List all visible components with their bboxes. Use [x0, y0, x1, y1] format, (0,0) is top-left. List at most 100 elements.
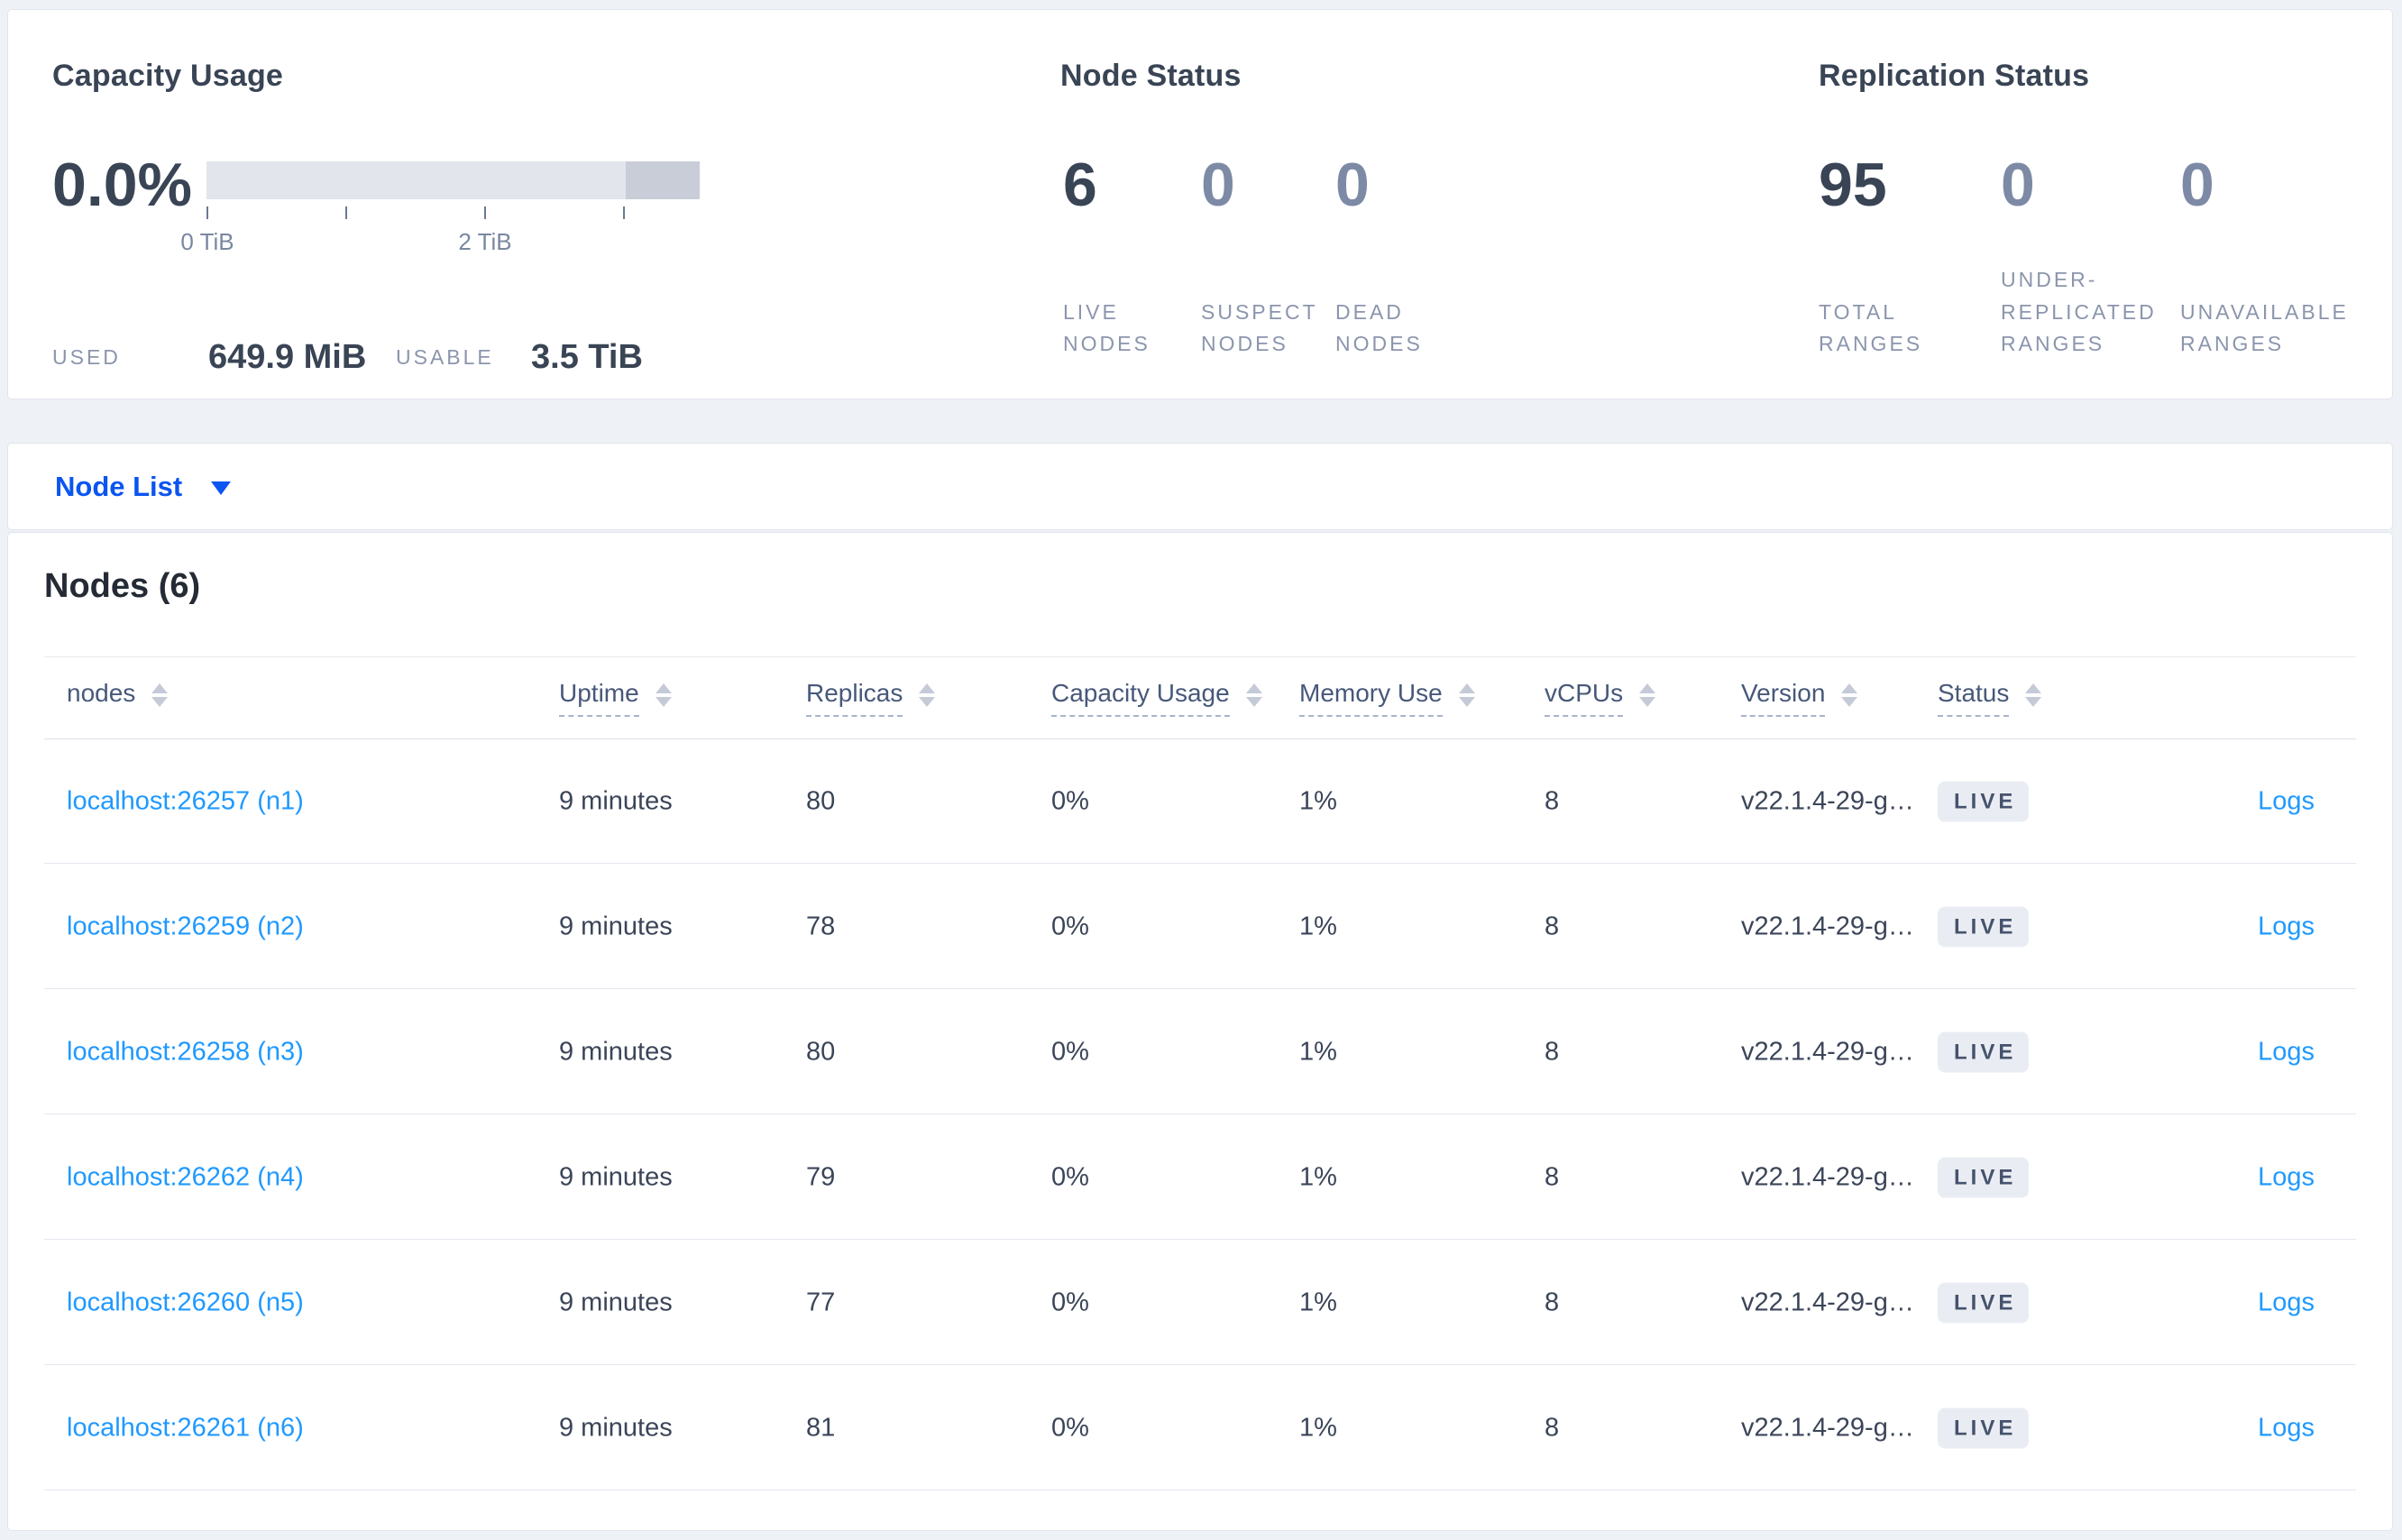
version-cell: v22.1.4-29-g…: [1741, 1162, 1914, 1191]
column-header-vcpus[interactable]: vCPUs: [1545, 678, 1656, 717]
node-link[interactable]: localhost:26258 (n3): [67, 1037, 304, 1066]
replicas-cell: 77: [806, 1288, 836, 1316]
uptime-cell: 9 minutes: [559, 1288, 673, 1316]
suspect-nodes-label: SUSPECT NODES: [1201, 299, 1318, 356]
version-cell: v22.1.4-29-g…: [1741, 1413, 1914, 1442]
total-ranges-label: TOTAL RANGES: [1819, 299, 1923, 356]
replication-status-title: Replication Status: [1819, 59, 2090, 93]
capacity-used-percent: 0.0%: [52, 151, 192, 219]
title-divider: [44, 656, 2356, 657]
capacity-cell: 0%: [1051, 1037, 1089, 1066]
version-cell: v22.1.4-29-g…: [1741, 786, 1914, 815]
vcpus-cell: 8: [1545, 1162, 1560, 1191]
memory-cell: 1%: [1299, 1037, 1337, 1066]
capacity-usage-title: Capacity Usage: [52, 59, 284, 93]
logs-link[interactable]: Logs: [2258, 912, 2315, 940]
column-header-memory-use[interactable]: Memory Use: [1299, 678, 1475, 717]
table-row: localhost:26262 (n4) 9 minutes 79 0% 1% …: [8, 1114, 2392, 1240]
capacity-cell: 0%: [1051, 912, 1089, 940]
node-link[interactable]: localhost:26259 (n2): [67, 912, 304, 940]
sort-icon: [1458, 683, 1475, 707]
version-cell: v22.1.4-29-g…: [1741, 912, 1914, 940]
view-selector-dropdown[interactable]: Node List: [55, 470, 232, 503]
capacity-axis-label-0: 0 TiB: [180, 228, 234, 255]
capacity-cell: 0%: [1051, 1288, 1089, 1316]
sort-icon: [151, 683, 169, 707]
cluster-summary-panel: Capacity Usage 0.0% 0 TiB 2 TiB USED 649…: [7, 9, 2393, 399]
logs-link[interactable]: Logs: [2258, 1413, 2315, 1442]
header-divider: [44, 738, 2356, 739]
view-selector-label: Node List: [55, 470, 183, 502]
status-badge: LIVE: [1938, 906, 2030, 947]
memory-cell: 1%: [1299, 1288, 1337, 1316]
sort-icon: [1245, 683, 1262, 707]
vcpus-cell: 8: [1545, 1037, 1560, 1066]
table-row: localhost:26257 (n1) 9 minutes 80 0% 1% …: [8, 738, 2392, 864]
table-row: localhost:26260 (n5) 9 minutes 77 0% 1% …: [8, 1240, 2392, 1365]
row-divider: [44, 988, 2356, 989]
vcpus-cell: 8: [1545, 912, 1560, 940]
unavailable-ranges-label: UNAVAILABLE RANGES: [2180, 299, 2349, 356]
uptime-cell: 9 minutes: [559, 786, 673, 815]
replicas-cell: 78: [806, 912, 836, 940]
replicas-cell: 79: [806, 1162, 836, 1191]
live-nodes-value: 6: [1063, 151, 1097, 219]
uptime-cell: 9 minutes: [559, 1037, 673, 1066]
dead-nodes-value: 0: [1335, 151, 1370, 219]
sort-icon: [655, 683, 672, 707]
node-link[interactable]: localhost:26260 (n5): [67, 1288, 304, 1316]
vcpus-cell: 8: [1545, 1288, 1560, 1316]
vcpus-cell: 8: [1545, 1413, 1560, 1442]
status-badge: LIVE: [1938, 781, 2030, 821]
replicas-cell: 80: [806, 1037, 836, 1066]
column-header-replicas[interactable]: Replicas: [806, 678, 936, 717]
nodes-table-panel: Nodes (6) nodes Uptime Replicas Capacity…: [7, 532, 2393, 1531]
logs-link[interactable]: Logs: [2258, 786, 2315, 815]
column-header-capacity-usage[interactable]: Capacity Usage: [1051, 678, 1262, 717]
table-row: localhost:26259 (n2) 9 minutes 78 0% 1% …: [8, 864, 2392, 989]
replicas-cell: 80: [806, 786, 836, 815]
suspect-nodes-value: 0: [1201, 151, 1235, 219]
sort-icon: [919, 683, 936, 707]
under-replicated-ranges-value: 0: [2001, 151, 2035, 219]
capacity-usable-value: 3.5 TiB: [531, 338, 643, 376]
node-link[interactable]: localhost:26261 (n6): [67, 1413, 304, 1442]
column-header-uptime[interactable]: Uptime: [559, 678, 672, 717]
memory-cell: 1%: [1299, 786, 1337, 815]
logs-link[interactable]: Logs: [2258, 1162, 2315, 1191]
logs-link[interactable]: Logs: [2258, 1288, 2315, 1316]
nodes-table-header: nodes Uptime Replicas Capacity Usage Mem…: [8, 656, 2392, 738]
unavailable-ranges-value: 0: [2180, 151, 2214, 219]
status-badge: LIVE: [1938, 1031, 2030, 1072]
capacity-detail-row: USED 649.9 MiB USABLE 3.5 TiB: [8, 323, 820, 377]
logs-link[interactable]: Logs: [2258, 1037, 2315, 1066]
column-header-status[interactable]: Status: [1938, 678, 2042, 717]
live-nodes-label: LIVE NODES: [1063, 299, 1151, 356]
table-row: localhost:26258 (n3) 9 minutes 80 0% 1% …: [8, 989, 2392, 1114]
dead-nodes-label: DEAD NODES: [1335, 299, 1423, 356]
memory-cell: 1%: [1299, 912, 1337, 940]
column-header-version[interactable]: Version: [1741, 678, 1858, 717]
column-header-nodes[interactable]: nodes: [67, 678, 169, 717]
uptime-cell: 9 minutes: [559, 912, 673, 940]
status-badge: LIVE: [1938, 1157, 2030, 1197]
replicas-cell: 81: [806, 1413, 836, 1442]
status-badge: LIVE: [1938, 1282, 2030, 1323]
sort-icon: [2025, 683, 2042, 707]
nodes-table-body: localhost:26257 (n1) 9 minutes 80 0% 1% …: [8, 738, 2392, 1490]
capacity-axis-tick: [623, 206, 625, 219]
capacity-cell: 0%: [1051, 1162, 1089, 1191]
node-link[interactable]: localhost:26257 (n1): [67, 786, 304, 815]
capacity-cell: 0%: [1051, 786, 1089, 815]
row-divider: [44, 1364, 2356, 1365]
capacity-axis-tick: [206, 206, 208, 219]
row-divider: [44, 863, 2356, 864]
version-cell: v22.1.4-29-g…: [1741, 1037, 1914, 1066]
view-selector-panel: Node List: [7, 443, 2393, 530]
uptime-cell: 9 minutes: [559, 1162, 673, 1191]
capacity-usable-label: USABLE: [396, 345, 494, 369]
under-replicated-ranges-label: UNDER-REPLICATED RANGES: [2001, 268, 2157, 356]
node-link[interactable]: localhost:26262 (n4): [67, 1162, 304, 1191]
sort-icon: [1639, 683, 1656, 707]
capacity-bar-usable-segment: [206, 161, 626, 199]
